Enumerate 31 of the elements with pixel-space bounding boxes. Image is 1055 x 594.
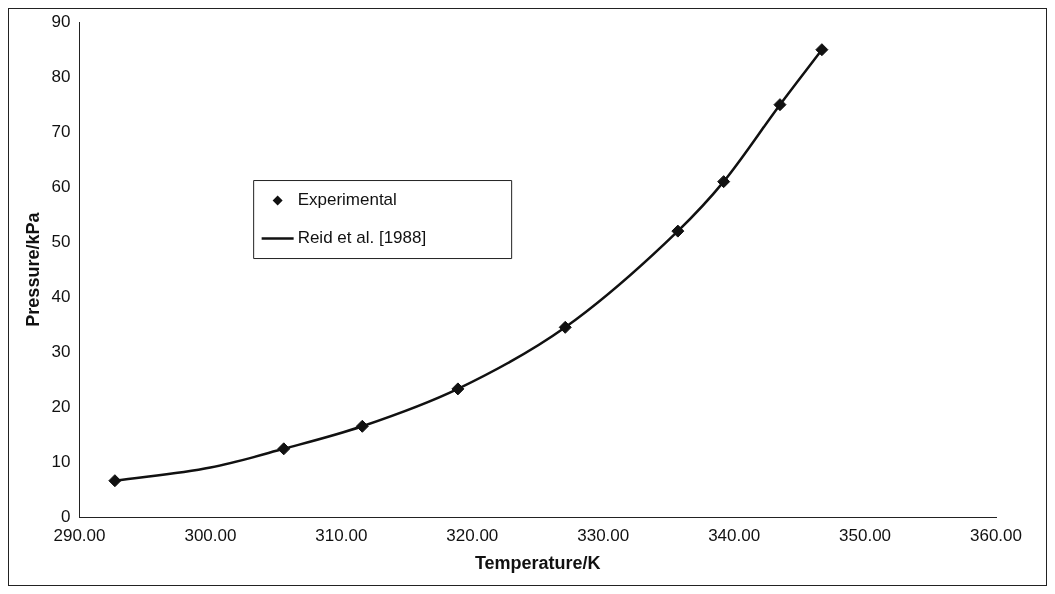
point	[558, 320, 572, 334]
x-tick-label: 360.00	[970, 525, 1022, 545]
y-tick-label: 80	[51, 66, 71, 86]
y-tick-label: 10	[51, 451, 71, 471]
x-tick-label: 330.00	[577, 525, 630, 545]
x-tick-label: 320.00	[446, 525, 499, 545]
y-tick-label: 20	[51, 396, 71, 416]
point	[108, 474, 122, 488]
y-tick-label: 70	[51, 121, 71, 141]
y-tick-label: 50	[51, 231, 71, 251]
x-tick-label: 290.00	[53, 525, 106, 545]
x-tick-label: 300.00	[184, 525, 237, 545]
y-tick-label: 30	[51, 341, 71, 361]
point	[277, 442, 291, 456]
y-tick-label: 40	[51, 286, 71, 306]
point	[815, 43, 829, 57]
x-tick-label: 310.00	[315, 525, 368, 545]
y-tick-label: 90	[51, 11, 71, 31]
legend-label: Experimental	[297, 190, 397, 210]
y-axis-title: Pressure/kPa	[22, 211, 43, 327]
legend-label: Reid et al. [1988]	[297, 228, 427, 248]
point	[671, 224, 685, 238]
y-tick-label: 60	[51, 176, 71, 196]
x-tick-label: 350.00	[839, 525, 892, 545]
point	[355, 419, 369, 433]
x-axis-title: Temperature/K	[474, 553, 601, 574]
point	[717, 175, 731, 189]
x-tick-label: 340.00	[708, 525, 761, 545]
y-tick-label: 0	[61, 506, 71, 526]
point	[451, 382, 465, 396]
point	[773, 98, 787, 112]
